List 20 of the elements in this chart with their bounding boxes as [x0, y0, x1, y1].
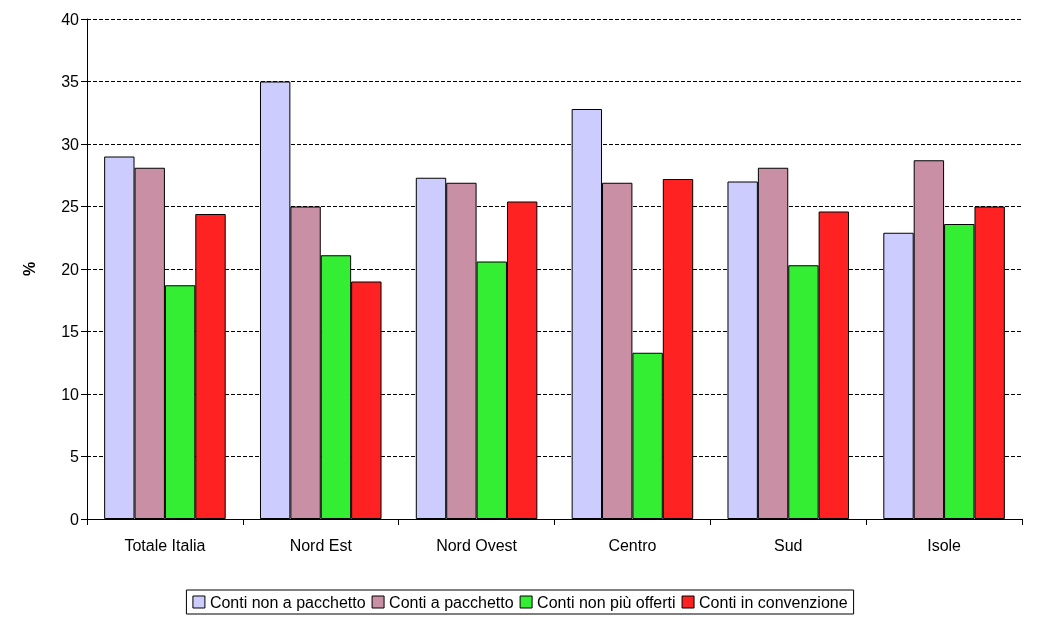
y-tick-label: 35	[61, 73, 80, 90]
y-tick-label: 25	[61, 198, 80, 215]
y-tick-label: 10	[61, 385, 80, 403]
x-tick-label: Nord Ovest	[436, 536, 518, 554]
y-tick-label: 0	[70, 510, 80, 528]
x-tick-label: Sud	[774, 536, 803, 554]
y-tick-label: 15	[61, 323, 80, 340]
y-tick-label: 5	[70, 448, 80, 465]
y-tick-label: 30	[61, 135, 80, 153]
legend-label: Conti in convenzione	[699, 593, 848, 611]
y-axis-title: %	[20, 261, 38, 277]
x-tick-label: Totale Italia	[124, 536, 206, 554]
x-tick-label: Nord Est	[289, 536, 353, 554]
legend-label: Conti a pacchetto	[389, 593, 514, 611]
x-tick-label: Centro	[608, 536, 657, 554]
y-tick-label: 40	[61, 10, 80, 28]
legend-label: Conti non a pacchetto	[209, 593, 366, 611]
x-tick-label: Isole	[927, 536, 962, 554]
legend-label: Conti non più offerti	[537, 593, 676, 611]
y-tick-label: 20	[61, 260, 80, 278]
